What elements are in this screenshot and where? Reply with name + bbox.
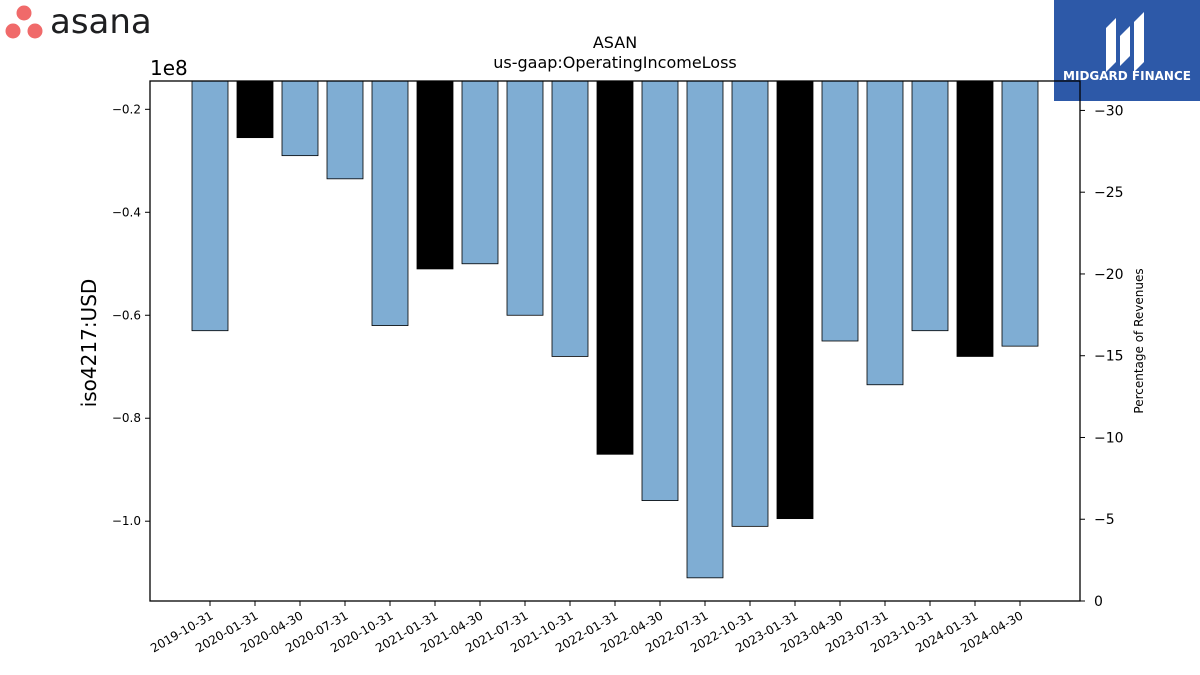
y2-tick-label: 0 bbox=[1094, 594, 1103, 610]
logo-dot-right bbox=[27, 23, 43, 39]
chart-subtitle: us-gaap:OperatingIncomeLoss bbox=[493, 53, 737, 72]
y-tick-label: −0.8 bbox=[112, 411, 141, 425]
y2-axis-ticks: −30 −25 −20 −15 −10 −5 0 bbox=[1080, 103, 1124, 610]
y-axis-label: iso4217:USD bbox=[77, 279, 101, 408]
logo-dot-left bbox=[5, 23, 21, 39]
bar-2023-01-31 bbox=[776, 80, 814, 520]
y2-tick-label: −25 bbox=[1094, 185, 1124, 201]
bar-2022-01-31 bbox=[596, 80, 634, 455]
plot-frame bbox=[149, 80, 1081, 602]
bar-2022-10-31 bbox=[731, 80, 769, 527]
bar-2024-04-30 bbox=[1001, 80, 1039, 347]
bars-group bbox=[191, 80, 1039, 579]
bar-2020-01-31 bbox=[236, 80, 274, 139]
bar-2021-10-31 bbox=[551, 80, 589, 357]
bar-2020-07-31 bbox=[326, 80, 364, 180]
bar-2022-07-31 bbox=[686, 80, 724, 579]
y-tick-label: −1.0 bbox=[112, 514, 141, 528]
y2-tick-label: −20 bbox=[1094, 267, 1124, 283]
bar-2020-04-30 bbox=[281, 80, 319, 157]
x-axis-ticks: 2019-10-312020-01-312020-04-302020-07-31… bbox=[148, 601, 1026, 655]
midgard-emblem-icon: MIDGARD FINANCE bbox=[1063, 12, 1191, 83]
y2-tick-label: −5 bbox=[1094, 512, 1115, 528]
bar-2023-07-31 bbox=[866, 80, 904, 386]
bar-2021-04-30 bbox=[461, 80, 499, 265]
y2-tick-label: −30 bbox=[1094, 103, 1124, 119]
logo-dot-top bbox=[16, 5, 32, 21]
bar-2023-04-30 bbox=[821, 80, 859, 342]
bar-2019-10-31 bbox=[191, 80, 229, 332]
y-tick-label: −0.6 bbox=[112, 308, 141, 322]
partner-name: MIDGARD FINANCE bbox=[1063, 69, 1191, 83]
bar-2021-07-31 bbox=[506, 80, 544, 316]
y-tick-label: −0.2 bbox=[112, 102, 141, 116]
bar-2020-10-31 bbox=[371, 80, 409, 326]
y2-tick-label: −10 bbox=[1094, 430, 1124, 446]
scale-label: 1e8 bbox=[150, 56, 188, 80]
logo-text: asana bbox=[50, 2, 152, 42]
bar-2021-01-31 bbox=[416, 80, 454, 270]
bar-2024-01-31 bbox=[956, 80, 994, 357]
bar-2022-04-30 bbox=[641, 80, 679, 502]
y2-tick-label: −15 bbox=[1094, 349, 1124, 365]
chart-title: ASAN bbox=[593, 33, 637, 52]
y2-axis-label: Percentage of Revenues bbox=[1132, 268, 1146, 413]
bar-2023-10-31 bbox=[911, 80, 949, 332]
y-tick-label: −0.4 bbox=[112, 205, 141, 219]
midgard-finance-logo: MIDGARD FINANCE bbox=[1054, 0, 1200, 101]
y-axis-ticks: −0.2 −0.4 −0.6 −0.8 −1.0 bbox=[112, 102, 150, 528]
asana-logo: asana bbox=[5, 2, 152, 42]
